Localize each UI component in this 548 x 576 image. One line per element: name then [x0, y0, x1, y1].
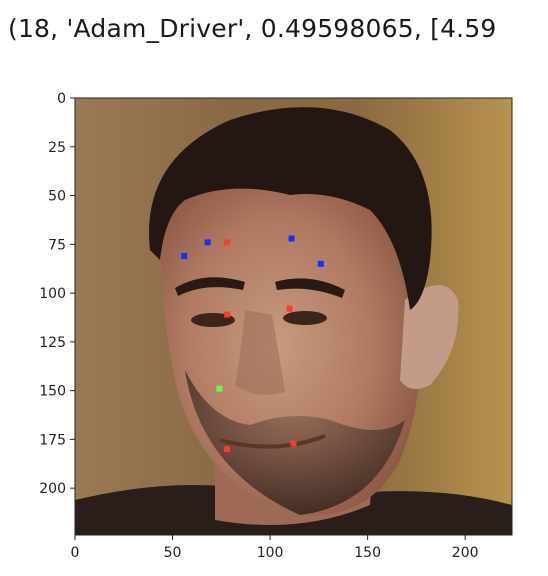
y-tick-label: 150 [39, 384, 66, 400]
y-tick-label: 175 [39, 432, 66, 448]
face-image [75, 98, 512, 535]
x-tick-label: 200 [452, 545, 479, 561]
landmark-points [181, 235, 324, 453]
x-tick-label: 100 [257, 545, 284, 561]
landmark-point [204, 239, 211, 246]
x-axis: 0 50 100 150 200 [71, 535, 479, 561]
landmark-point [317, 260, 324, 267]
landmark-point [216, 385, 223, 392]
axes-frame [74, 97, 513, 536]
y-tick-label: 75 [48, 237, 66, 253]
landmark-point [290, 440, 297, 447]
x-tick-label: 50 [164, 545, 182, 561]
landmark-point [288, 235, 295, 242]
y-tick-label: 200 [39, 481, 66, 497]
output-text: (18, 'Adam_Driver', 0.49598065, [4.59 [8, 14, 497, 43]
y-tick-label: 0 [57, 91, 66, 107]
landmark-point [181, 253, 188, 260]
landmark-point [286, 305, 293, 312]
y-axis: 0 25 50 75 100 125 150 175 200 [39, 91, 75, 497]
y-tick-label: 125 [39, 335, 66, 351]
x-tick-label: 0 [71, 545, 80, 561]
landmark-point [224, 311, 231, 318]
y-tick-label: 100 [39, 286, 66, 302]
y-tick-label: 25 [48, 140, 66, 156]
y-tick-label: 50 [48, 189, 66, 205]
x-tick-label: 150 [354, 545, 381, 561]
landmark-point [224, 239, 231, 246]
landmark-point [224, 446, 231, 453]
